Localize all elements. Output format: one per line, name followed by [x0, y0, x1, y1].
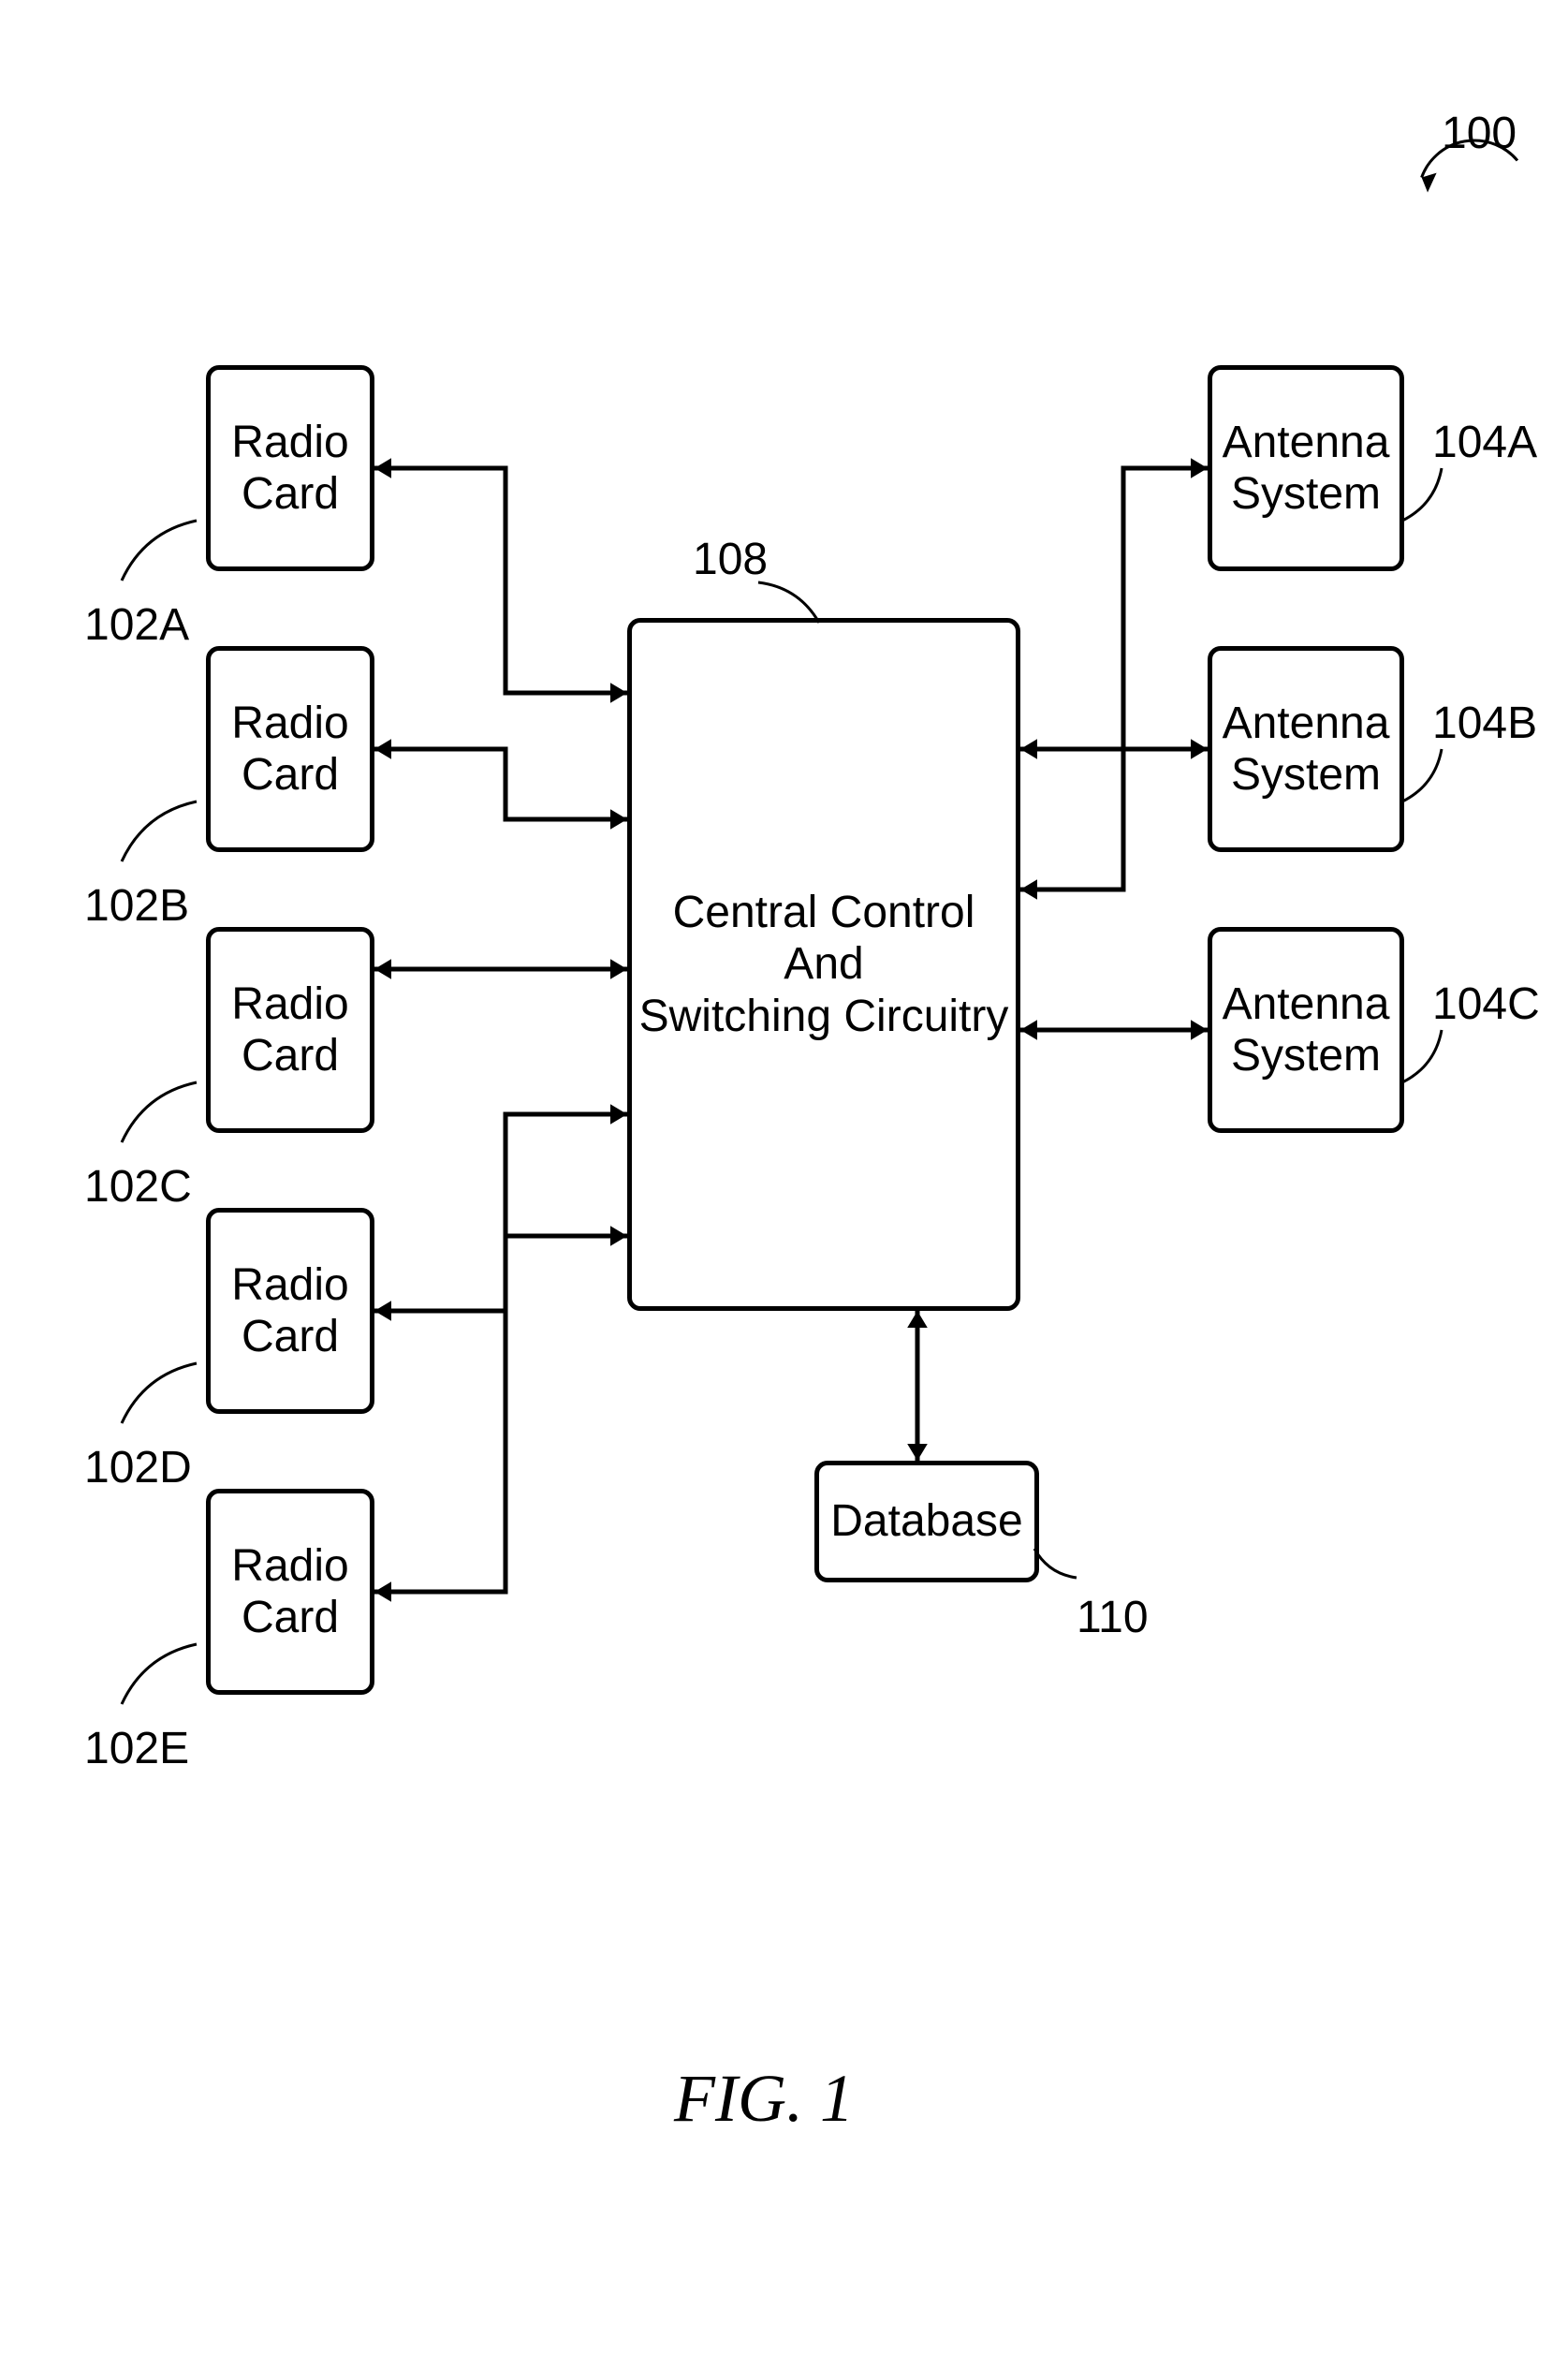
radio-card-b-label: RadioCard [231, 698, 348, 801]
ref-108: 108 [693, 534, 768, 585]
ref-104c: 104C [1432, 978, 1540, 1030]
database-block: Database [814, 1461, 1039, 1582]
antenna-system-b: AntennaSystem [1208, 646, 1404, 852]
ref-102e: 102E [84, 1723, 189, 1774]
ref-102b: 102B [84, 880, 189, 932]
radio-card-e: RadioCard [206, 1489, 374, 1695]
ref-102c: 102C [84, 1161, 192, 1213]
radio-card-d: RadioCard [206, 1208, 374, 1414]
ref-102a: 102A [84, 599, 189, 651]
radio-card-c: RadioCard [206, 927, 374, 1133]
central-control-block: Central Control AndSwitching Circuitry [627, 618, 1020, 1311]
antenna-system-c: AntennaSystem [1208, 927, 1404, 1133]
radio-card-a: RadioCard [206, 365, 374, 571]
antenna-system-a: AntennaSystem [1208, 365, 1404, 571]
ref-104b: 104B [1432, 698, 1537, 749]
radio-card-e-label: RadioCard [231, 1540, 348, 1643]
radio-card-c-label: RadioCard [231, 978, 348, 1081]
ref-104a: 104A [1432, 417, 1537, 468]
figure-title: FIG. 1 [674, 2060, 854, 2138]
antenna-b-label: AntennaSystem [1223, 698, 1390, 801]
radio-card-d-label: RadioCard [231, 1259, 348, 1362]
database-label: Database [830, 1495, 1022, 1547]
radio-card-b: RadioCard [206, 646, 374, 852]
ref-102d: 102D [84, 1442, 192, 1493]
central-control-label: Central Control AndSwitching Circuitry [637, 887, 1010, 1042]
ref-100: 100 [1442, 108, 1517, 159]
antenna-a-label: AntennaSystem [1223, 417, 1390, 520]
ref-110: 110 [1077, 1592, 1149, 1643]
radio-card-a-label: RadioCard [231, 417, 348, 520]
antenna-c-label: AntennaSystem [1223, 978, 1390, 1081]
